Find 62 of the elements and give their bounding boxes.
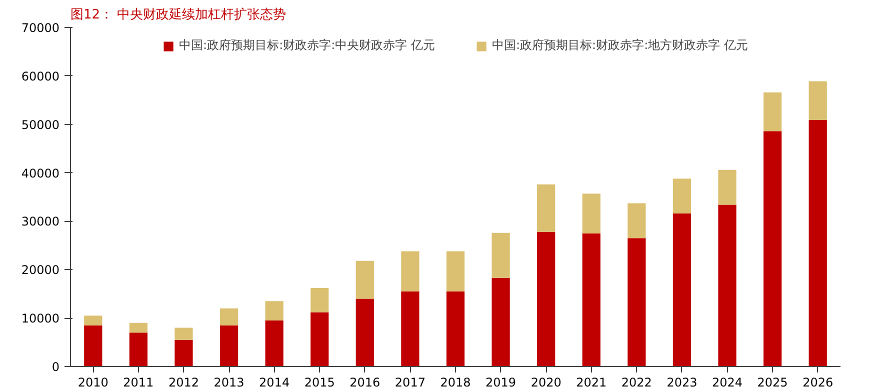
x-tick-label: 2012 <box>168 376 200 389</box>
x-tick-label: 2015 <box>304 376 335 389</box>
chart-title: 图12： 中央财政延续加杠杆扩张态势 <box>70 8 286 22</box>
bar <box>628 238 646 366</box>
bar <box>537 184 556 232</box>
bar <box>446 251 465 292</box>
legend-label: 中国:政府预期目标:财政赤字:中央财政赤字 亿元 <box>179 37 435 54</box>
bar <box>718 170 736 205</box>
bar <box>401 251 420 292</box>
bar <box>582 233 600 366</box>
y-tick-label: 30000 <box>21 214 60 229</box>
bar <box>129 322 148 333</box>
bar <box>310 288 329 312</box>
bar <box>672 213 692 366</box>
x-tick-label: 2025 <box>757 376 788 389</box>
bar <box>537 232 556 366</box>
y-tick-label: 20000 <box>21 263 60 278</box>
bar <box>220 308 238 326</box>
x-tick-label: 2013 <box>214 376 244 389</box>
x-tick-label: 2024 <box>712 376 743 389</box>
bar <box>356 298 374 366</box>
legend-label: 中国:政府预期目标:财政赤字:地方财政赤字 亿元 <box>492 37 748 54</box>
bar <box>764 131 782 366</box>
x-tick-label: 2022 <box>621 376 652 389</box>
bar <box>265 301 284 320</box>
y-tick-label: 50000 <box>21 118 60 132</box>
bar <box>718 204 736 366</box>
bar <box>310 312 329 366</box>
bar <box>129 332 148 366</box>
bar <box>174 340 193 366</box>
bar <box>764 92 782 132</box>
bar <box>582 194 600 234</box>
x-tick-label: 2017 <box>394 376 426 389</box>
bar <box>672 178 692 214</box>
bar <box>356 260 374 299</box>
x-tick-label: 2019 <box>486 376 516 389</box>
x-tick-label: 2016 <box>350 376 380 389</box>
x-tick-label: 2011 <box>123 376 154 389</box>
bar <box>84 316 102 326</box>
bar <box>808 81 827 120</box>
x-tick-label: 2014 <box>259 376 290 389</box>
bar <box>401 291 420 366</box>
y-tick-label: 70000 <box>21 21 60 35</box>
bar <box>265 320 284 366</box>
bar <box>628 203 646 238</box>
bar <box>220 325 238 366</box>
y-tick-label: 60000 <box>21 69 60 84</box>
x-tick-label: 2026 <box>802 376 834 389</box>
bar <box>492 278 510 366</box>
x-tick-label: 2021 <box>576 376 607 389</box>
y-tick-label: 0 <box>52 360 60 374</box>
bar <box>446 291 465 366</box>
x-tick-label: 2010 <box>78 376 108 389</box>
bar <box>492 232 510 278</box>
x-tick-label: 2018 <box>440 376 471 389</box>
bar <box>808 120 827 366</box>
bar <box>174 328 193 340</box>
y-tick-label: 10000 <box>21 312 60 326</box>
y-tick-label: 40000 <box>21 166 60 180</box>
x-tick-label: 2020 <box>530 376 562 389</box>
x-tick-label: 2023 <box>666 376 698 389</box>
bar <box>84 325 102 366</box>
